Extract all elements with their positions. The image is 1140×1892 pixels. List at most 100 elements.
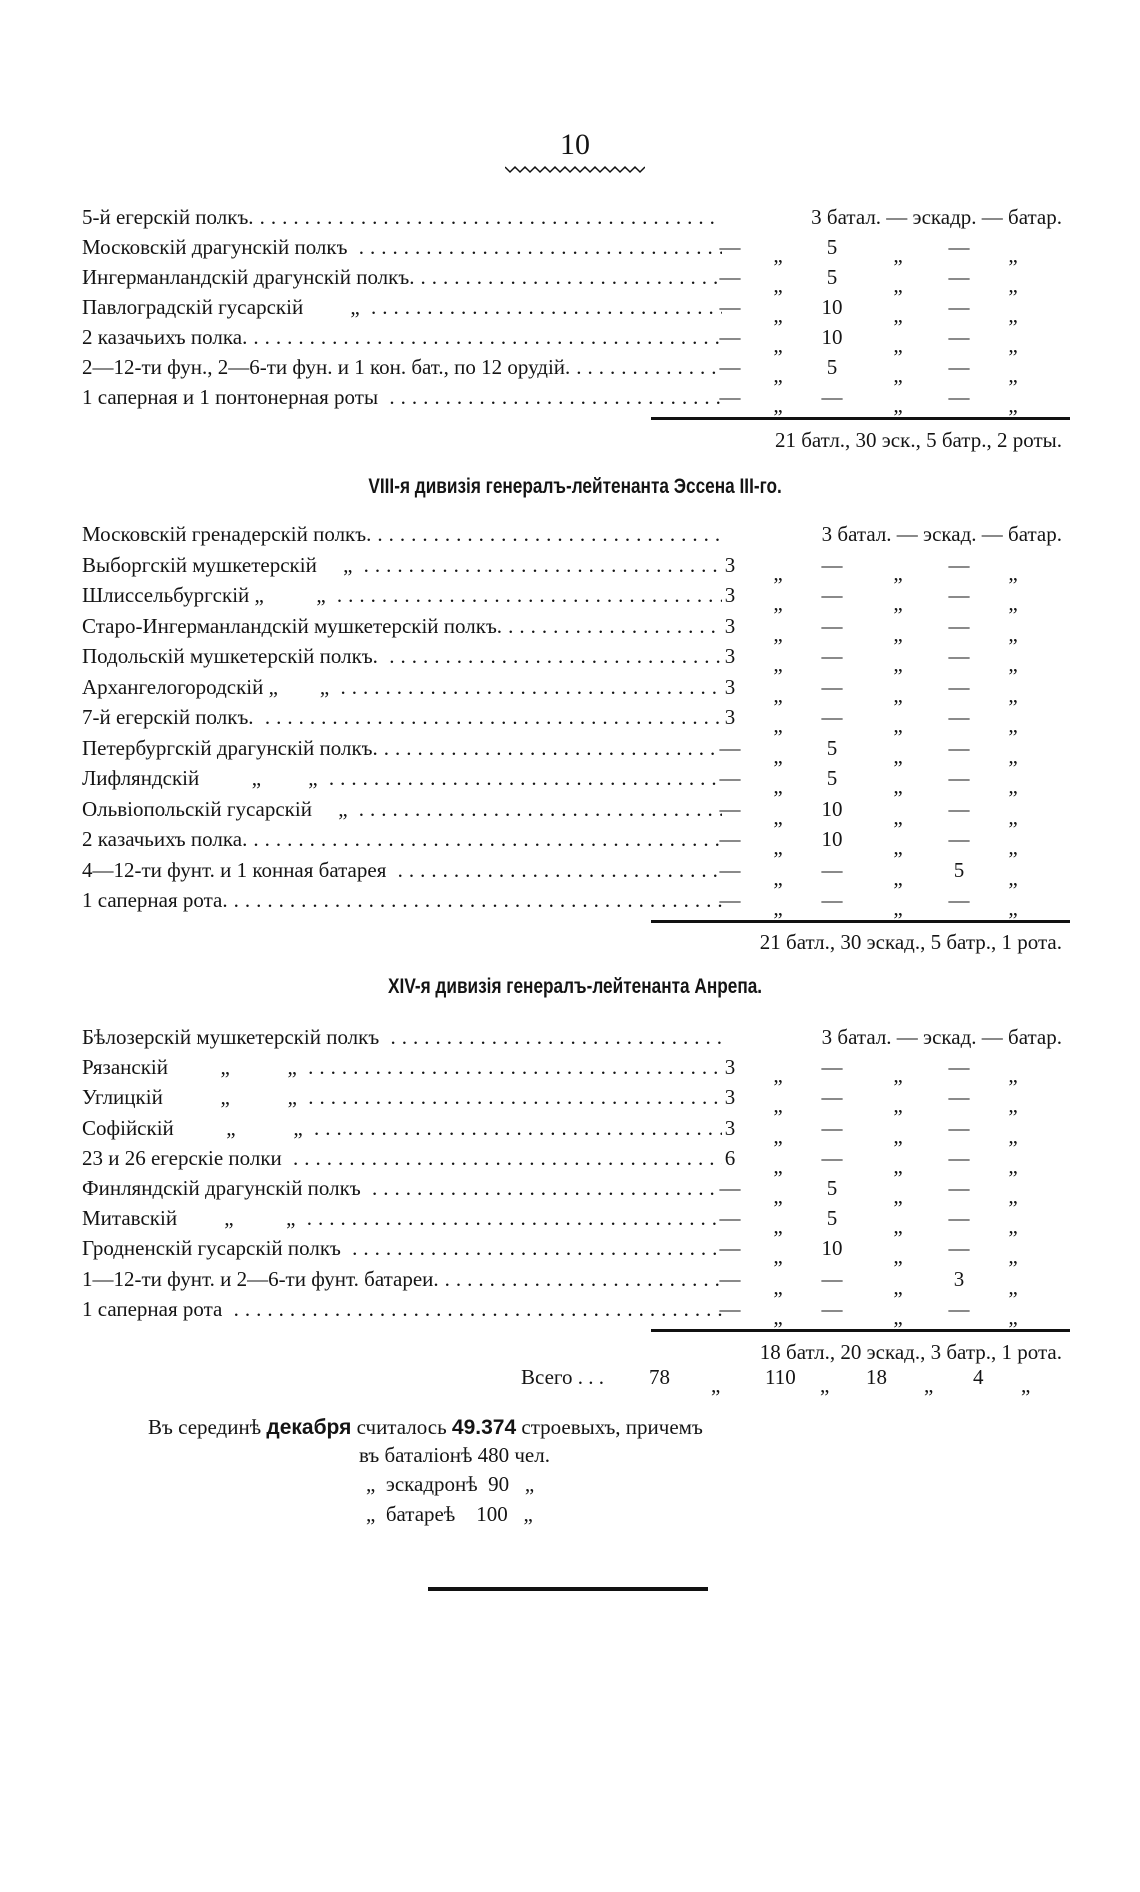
row-value: — <box>948 1236 970 1261</box>
row-value: 3 <box>724 583 736 607</box>
label-text: 1 саперная рота <box>82 1296 228 1321</box>
row-value: — <box>719 355 741 379</box>
label-text: Ингерманландскій драгунскій полкъ. <box>82 265 415 289</box>
ditto-mark: „ <box>773 560 783 585</box>
row-value: 3 <box>724 705 736 729</box>
section-heading-text: VIII-я дивизія генералъ-лейтенанта Эссен… <box>368 475 782 498</box>
ditto-mark: „ <box>893 682 903 707</box>
row-label: Рязанскій „ „ ..........................… <box>82 1055 722 1080</box>
row-value: — <box>948 1296 970 1321</box>
row-value: — <box>821 1115 843 1140</box>
header-units: 3 батал. — эскадр. — батар. <box>811 205 1062 229</box>
ditto-mark: „ <box>773 621 783 646</box>
row-value: 3 <box>724 1055 736 1080</box>
leader-dots: ........................................… <box>313 1115 722 1140</box>
row-value: — <box>719 1206 741 1231</box>
leader-dots: ........................................… <box>576 355 722 379</box>
row-label: 1 саперная и 1 понтонерная роты ........… <box>82 385 722 410</box>
ditto-mark: „ <box>1021 1373 1031 1397</box>
ditto-mark: „ <box>1008 865 1018 890</box>
grand-total-label: Всего . . . <box>521 1365 604 1389</box>
row-value: — <box>948 1085 970 1110</box>
label-text: 2—12-ти фун., 2—6-ти фун. и 1 кон. бат.,… <box>82 355 571 379</box>
ditto-mark: „ <box>773 333 783 357</box>
leader-dots: ........................................… <box>308 1085 722 1110</box>
row-value: — <box>948 674 970 699</box>
row-label: Софійскій „ „ ..........................… <box>82 1116 722 1141</box>
label-text: 4—12-ти фунт. и 1 конная батарея <box>82 857 392 882</box>
ditto-mark: „ <box>893 363 903 387</box>
label-text: Ольвіопольскій гусарскій „ <box>82 796 353 821</box>
row-value: — <box>948 1206 970 1231</box>
ditto-mark: „ <box>893 273 903 297</box>
ditto-mark: „ <box>773 243 783 267</box>
row-label: Шлиссельбургскій „ „ ...................… <box>82 583 722 608</box>
ditto-mark: „ <box>893 591 903 615</box>
row-value: 5 <box>826 766 838 790</box>
label-text: 5-й егерскій полкъ. <box>82 205 254 229</box>
row-value: 5 <box>826 1206 838 1231</box>
ditto-mark: „ <box>1008 243 1018 267</box>
row-label: Старо-Ингерманландскій мушкетерскій полк… <box>82 614 722 639</box>
row-label: 7-й егерскій полкъ. ....................… <box>82 705 722 730</box>
row-value: 6 <box>724 1145 736 1170</box>
section-heading: XIV-я дивизія генералъ-лейтенанта Анрепа… <box>0 975 1140 999</box>
header-units: 3 батал. — эскад. — батар. <box>821 522 1062 546</box>
ditto-mark: „ <box>773 743 783 768</box>
ditto-mark: „ <box>1008 1304 1018 1329</box>
row-value: — <box>821 644 843 668</box>
row-value: 3 <box>724 674 736 699</box>
ditto-mark: „ <box>773 835 783 859</box>
ditto-mark: „ <box>893 621 903 646</box>
label-text: 1 саперная и 1 понтонерная роты <box>82 385 384 409</box>
ditto-mark: „ <box>1008 804 1018 829</box>
table-row: 1 саперная и 1 понтонерная роты ........… <box>82 385 1062 417</box>
section-heading-text: XIV-я дивизія генералъ-лейтенанта Анрепа… <box>387 975 763 998</box>
row-label: Финляндскій драгунскій полкъ ...........… <box>82 1176 722 1201</box>
ditto-mark: „ <box>893 243 903 267</box>
end-rule <box>428 1587 708 1591</box>
row-label: Подольскій мушкетерскій полкъ. .........… <box>82 644 722 669</box>
label-text: Старо-Ингерманландскій мушкетерскій полк… <box>82 613 503 638</box>
leader-dots: ........................................… <box>328 766 722 790</box>
leader-dots: ........................................… <box>264 705 722 729</box>
ditto-mark: „ <box>1008 682 1018 707</box>
leader-dots: ........................................… <box>308 1055 722 1080</box>
row-value: — <box>948 295 970 319</box>
section-total: 21 батл., 30 эскад., 5 батр., 1 рота. <box>759 930 1062 954</box>
ditto-mark: „ <box>893 1093 903 1118</box>
leader-dots: ........................................… <box>389 644 722 668</box>
label-text: Московскій драгунскій полкъ <box>82 235 353 259</box>
ditto-mark: „ <box>893 1063 903 1088</box>
leader-dots: ........................................… <box>293 1145 722 1170</box>
row-value: — <box>948 385 970 409</box>
label-text: 23 и 26 егерскіе полки <box>82 1145 288 1170</box>
ditto-mark: „ <box>773 713 783 737</box>
leader-dots: ........................................… <box>233 1296 722 1321</box>
row-value: 5 <box>826 235 838 259</box>
table-row: 1 саперная рота ........................… <box>82 1296 1062 1329</box>
label-text: Митавскій „ „ <box>82 1206 301 1231</box>
leader-dots: ........................................… <box>371 295 722 319</box>
ditto-mark: „ <box>773 273 783 297</box>
leader-dots: ........................................… <box>358 796 722 821</box>
note-text: строевыхъ, причемъ <box>516 1415 703 1439</box>
ditto-mark: „ <box>893 1184 903 1208</box>
row-label: 5-й егерскій полкъ......................… <box>82 205 722 230</box>
ditto-mark: „ <box>773 865 783 890</box>
row-value: — <box>821 1055 843 1080</box>
leader-dots: ........................................… <box>358 235 722 259</box>
note-month: декабря <box>266 1416 352 1439</box>
row-value: — <box>821 1296 843 1321</box>
row-value: — <box>948 796 970 821</box>
ditto-mark: „ <box>1008 273 1018 297</box>
grand-total-companies: 4 <box>973 1365 984 1389</box>
row-value: — <box>719 1176 741 1200</box>
table-row: Павлоградскій гусарскій „ ..............… <box>82 295 1062 327</box>
row-value: — <box>821 674 843 699</box>
total-rule <box>651 1329 1070 1332</box>
label-text: Подольскій мушкетерскій полкъ. <box>82 644 384 668</box>
table-row: Выборгскій мушкетерскій „ ..............… <box>82 553 1062 585</box>
ditto-mark: „ <box>711 1373 721 1397</box>
table-row: Ингерманландскій драгунскій полкъ.......… <box>82 265 1062 297</box>
